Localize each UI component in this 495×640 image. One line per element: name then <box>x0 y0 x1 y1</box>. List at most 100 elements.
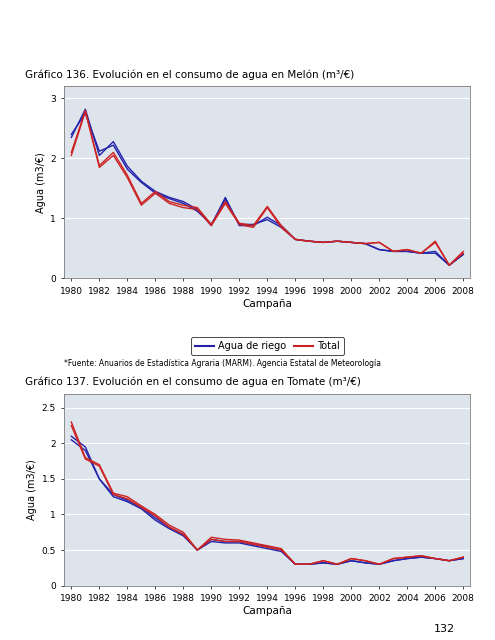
Total <box>208 221 214 228</box>
Total <box>139 200 145 207</box>
Line: Agua de riego: Agua de riego <box>71 109 463 265</box>
Agua de riego <box>278 222 284 230</box>
Text: Gráfico 137. Evolución en el consumo de agua en Tomate (m³/€): Gráfico 137. Evolución en el consumo de … <box>25 377 361 387</box>
Text: *Fuente: Anuarios de Estadística Agraria (MARM). Agencia Estatal de Meteorología: *Fuente: Anuarios de Estadística Agraria… <box>64 359 381 368</box>
Agua de riego <box>97 152 102 159</box>
Total <box>293 236 298 243</box>
Text: 132: 132 <box>434 623 455 634</box>
Total <box>180 202 186 209</box>
X-axis label: Campaña: Campaña <box>243 298 292 308</box>
Total <box>320 239 326 246</box>
Agua de riego <box>278 546 284 554</box>
Agua de riego <box>124 497 130 504</box>
Total <box>376 239 382 246</box>
Total <box>293 561 298 568</box>
Agua de riego <box>166 524 172 531</box>
Agua de riego <box>432 248 438 255</box>
Agua de riego <box>110 491 116 499</box>
Total <box>404 554 410 561</box>
Agua de riego <box>390 248 396 255</box>
Total <box>264 542 270 550</box>
Agua de riego <box>208 222 214 230</box>
Agua de riego <box>293 236 298 243</box>
Total <box>404 246 410 253</box>
Total <box>124 493 130 500</box>
Total <box>166 522 172 529</box>
Total <box>166 198 172 205</box>
Total <box>306 561 312 568</box>
Agua de riego <box>82 106 88 113</box>
Total <box>334 237 340 245</box>
Agua de riego <box>166 193 172 201</box>
Agua de riego <box>460 555 466 563</box>
Agua de riego <box>180 198 186 205</box>
Total <box>152 188 158 195</box>
Total <box>432 237 438 245</box>
Agua de riego <box>152 514 158 522</box>
Agua de riego <box>180 531 186 538</box>
Agua de riego <box>306 561 312 568</box>
Total <box>110 490 116 497</box>
Total <box>278 545 284 552</box>
Total <box>124 172 130 179</box>
Agua de riego <box>222 538 228 545</box>
Agua de riego <box>222 193 228 201</box>
Agua de riego <box>250 541 256 548</box>
Total <box>82 454 88 461</box>
Agua de riego <box>68 433 74 440</box>
Line: Total: Total <box>71 110 463 265</box>
Agua de riego <box>152 188 158 195</box>
Agua de riego <box>195 205 200 213</box>
Agua de riego <box>236 538 242 545</box>
Total <box>236 220 242 227</box>
Agua de riego <box>362 240 368 248</box>
Total <box>390 555 396 563</box>
Total <box>250 539 256 547</box>
Total <box>97 461 102 468</box>
Total <box>208 533 214 541</box>
Agua de riego <box>97 475 102 483</box>
Agua de riego <box>139 177 145 185</box>
Agua de riego <box>320 559 326 566</box>
Total <box>446 557 452 564</box>
Total <box>82 106 88 114</box>
Total <box>306 237 312 245</box>
Total <box>348 239 354 246</box>
Agua de riego <box>348 239 354 246</box>
Agua de riego <box>376 561 382 568</box>
Agua de riego <box>404 555 410 563</box>
Total <box>68 148 74 156</box>
Agua de riego <box>306 237 312 245</box>
Legend: Agua de riego, Total: Agua de riego, Total <box>191 337 344 355</box>
Total <box>362 557 368 564</box>
Line: Agua de riego: Agua de riego <box>71 436 463 564</box>
Agua de riego <box>68 134 74 141</box>
Total <box>460 248 466 255</box>
Agua de riego <box>376 246 382 253</box>
Agua de riego <box>264 543 270 550</box>
Total <box>250 222 256 230</box>
Agua de riego <box>334 561 340 568</box>
Agua de riego <box>418 250 424 257</box>
Total <box>222 198 228 205</box>
Total <box>110 148 116 156</box>
Total <box>152 511 158 518</box>
Agua de riego <box>362 559 368 566</box>
Agua de riego <box>348 557 354 564</box>
Total <box>376 561 382 568</box>
Agua de riego <box>293 561 298 568</box>
Agua de riego <box>446 557 452 564</box>
Agua de riego <box>334 237 340 245</box>
Agua de riego <box>390 557 396 564</box>
Line: Total: Total <box>71 422 463 564</box>
Agua de riego <box>124 163 130 170</box>
Total <box>195 204 200 211</box>
Agua de riego <box>418 554 424 561</box>
Agua de riego <box>264 213 270 221</box>
Total <box>222 536 228 543</box>
Total <box>278 222 284 230</box>
Total <box>418 250 424 257</box>
Total <box>460 554 466 561</box>
Total <box>432 555 438 563</box>
Agua de riego <box>250 222 256 230</box>
